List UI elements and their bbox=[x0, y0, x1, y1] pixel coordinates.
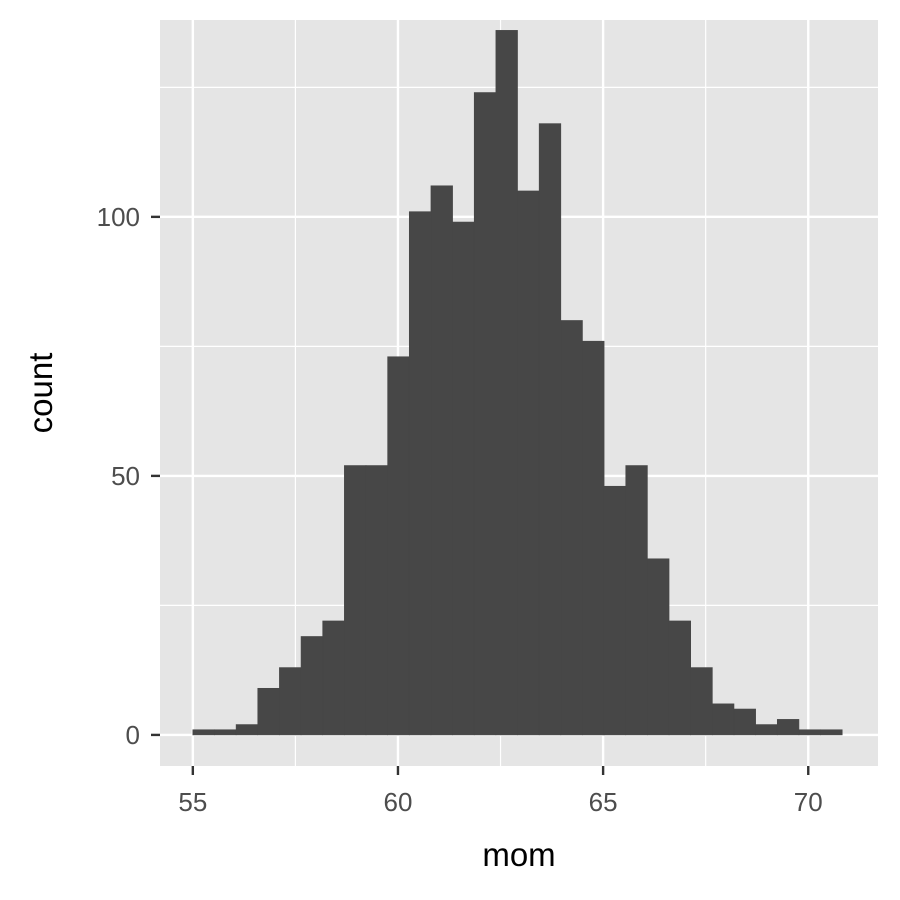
histogram-bar bbox=[668, 620, 691, 736]
histogram-bar bbox=[279, 667, 302, 736]
x-tick-label: 70 bbox=[794, 787, 823, 817]
histogram-bar bbox=[798, 729, 821, 736]
histogram-bar bbox=[365, 465, 388, 736]
histogram-bar bbox=[560, 320, 583, 736]
histogram-bar bbox=[538, 123, 562, 736]
histogram-bar bbox=[473, 92, 497, 736]
histogram-bar bbox=[452, 221, 475, 736]
histogram-bar bbox=[582, 340, 605, 736]
histogram-bar bbox=[733, 708, 756, 736]
y-tick-label: 50 bbox=[111, 461, 140, 491]
y-axis-title: count bbox=[22, 353, 59, 434]
histogram-bar bbox=[517, 190, 540, 736]
x-tick-label: 65 bbox=[589, 787, 618, 817]
histogram-bar bbox=[322, 620, 345, 736]
y-tick-label: 0 bbox=[126, 720, 140, 750]
histogram-bar bbox=[344, 465, 367, 736]
histogram-bar bbox=[690, 667, 713, 736]
histogram-bar bbox=[387, 356, 410, 736]
y-axis: 0 50 100 bbox=[97, 202, 160, 750]
histogram-bar bbox=[755, 724, 778, 736]
histogram-bar bbox=[603, 485, 627, 736]
histogram-bar bbox=[300, 636, 324, 736]
histogram-bar bbox=[625, 465, 648, 736]
histogram-bar bbox=[214, 729, 237, 736]
histogram-bar bbox=[257, 687, 280, 736]
x-axis-title: mom bbox=[482, 836, 555, 873]
histogram-bar bbox=[430, 185, 453, 736]
histogram-bar bbox=[235, 724, 259, 736]
histogram-bar bbox=[712, 703, 735, 736]
y-tick-label: 100 bbox=[97, 202, 140, 232]
x-tick-label: 55 bbox=[178, 787, 207, 817]
histogram-bar bbox=[820, 729, 843, 736]
histogram-bar bbox=[776, 719, 800, 736]
histogram-bars bbox=[192, 30, 843, 736]
x-tick-label: 60 bbox=[384, 787, 413, 817]
x-axis: 55 60 65 70 bbox=[178, 766, 823, 817]
histogram-bar bbox=[192, 729, 215, 736]
histogram-bar bbox=[495, 30, 518, 736]
histogram-bar bbox=[408, 211, 432, 736]
histogram-bar bbox=[647, 558, 670, 736]
